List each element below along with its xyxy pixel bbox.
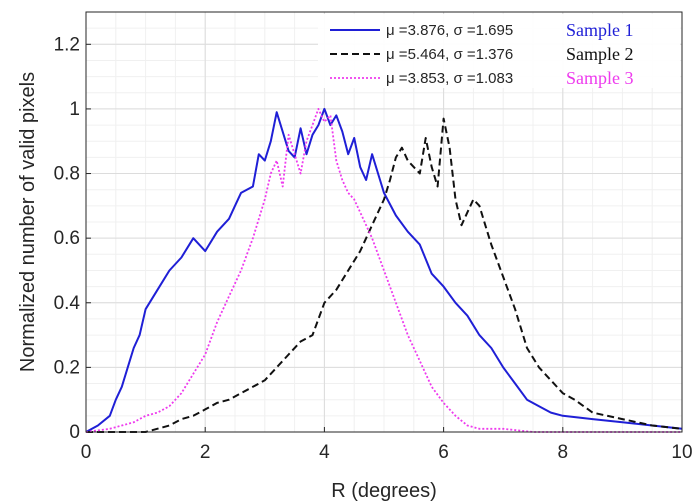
y-tick-label: 0.4: [54, 293, 81, 314]
series-line-3: [85, 108, 682, 433]
legend-box: [318, 14, 680, 88]
axis-ticks: [85, 43, 683, 433]
x-tick-label: 0: [81, 442, 92, 463]
legend-stats-1: μ =3.876, σ =1.695: [386, 22, 513, 39]
legend-label-1: Sample 1: [566, 20, 634, 40]
y-tick-label: 1.2: [54, 34, 80, 55]
y-tick-labels: 0 0.2 0.4 0.6 0.8 1 1.2: [54, 34, 81, 443]
x-tick-label: 4: [319, 442, 330, 463]
series-line-1: [85, 107, 683, 433]
y-tick-label: 0.8: [54, 164, 80, 185]
series-layer: [85, 107, 683, 433]
legend-label-2: Sample 2: [566, 44, 634, 64]
y-tick-label: 0: [69, 422, 80, 443]
legend-stats-2: μ =5.464, σ =1.376: [386, 46, 513, 63]
legend-label-3: Sample 3: [566, 68, 634, 88]
x-tick-label: 10: [671, 442, 692, 463]
legend: μ =3.876, σ =1.695 Sample 1 μ =5.464, σ =1…: [318, 14, 680, 88]
y-tick-label: 1: [69, 99, 80, 120]
x-tick-label: 6: [438, 442, 449, 463]
x-tick-label: 8: [558, 442, 569, 463]
y-tick-label: 0.2: [54, 357, 80, 378]
y-axis-label: Normalized number of valid pixels: [17, 72, 39, 372]
x-tick-label: 2: [200, 442, 211, 463]
series-line-2: [86, 117, 683, 433]
x-tick-labels: 0 2 4 6 8 10: [81, 442, 693, 463]
y-tick-label: 0.6: [54, 228, 80, 249]
legend-stats-3: μ =3.853, σ =1.083: [386, 70, 513, 87]
x-axis-label: R (degrees): [331, 480, 437, 502]
plot-frame: [85, 11, 683, 433]
